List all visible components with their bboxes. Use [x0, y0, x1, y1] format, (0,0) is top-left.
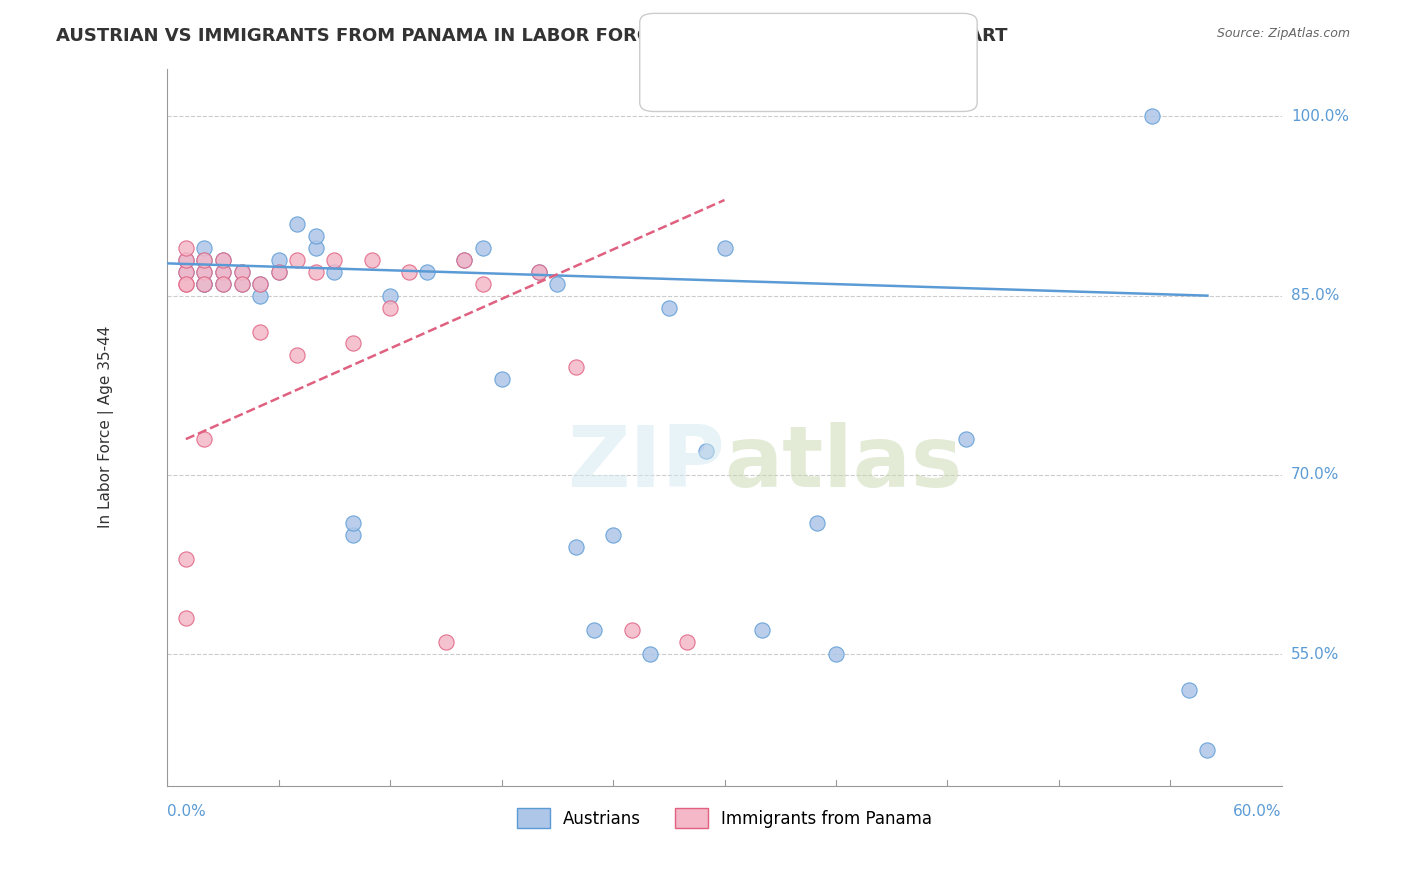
Text: R = -0.050   N = 43: R = -0.050 N = 43: [707, 38, 897, 56]
Point: [174, 265, 197, 279]
Point: [212, 277, 235, 291]
Point: [285, 252, 308, 267]
Point: [305, 241, 328, 255]
Point: [342, 527, 364, 541]
Point: [193, 277, 215, 291]
Text: atlas: atlas: [724, 422, 963, 505]
Point: [1197, 743, 1219, 757]
Point: [174, 252, 197, 267]
Point: [713, 241, 735, 255]
Text: 55.0%: 55.0%: [1291, 647, 1340, 662]
Text: 60.0%: 60.0%: [1233, 804, 1282, 819]
Point: [416, 265, 439, 279]
Point: [174, 611, 197, 625]
Point: [825, 648, 848, 662]
Point: [565, 360, 588, 375]
Point: [249, 288, 271, 302]
Point: [212, 265, 235, 279]
Point: [806, 516, 828, 530]
Point: [193, 252, 215, 267]
Point: [267, 265, 290, 279]
Point: [305, 228, 328, 243]
Point: [174, 551, 197, 566]
Point: [231, 265, 253, 279]
Point: [231, 277, 253, 291]
Point: [380, 301, 402, 315]
Point: [193, 277, 215, 291]
Point: [285, 348, 308, 362]
Text: R =  0.213   N = 34: R = 0.213 N = 34: [707, 76, 897, 94]
Point: [231, 265, 253, 279]
Point: [249, 277, 271, 291]
Point: [174, 252, 197, 267]
Text: 100.0%: 100.0%: [1291, 109, 1348, 124]
Point: [1178, 683, 1201, 698]
Text: ZIP: ZIP: [567, 422, 724, 505]
Point: [267, 265, 290, 279]
Point: [472, 277, 495, 291]
Point: [193, 432, 215, 446]
Point: [231, 277, 253, 291]
Point: [174, 277, 197, 291]
Point: [565, 540, 588, 554]
Point: [323, 265, 346, 279]
Point: [174, 277, 197, 291]
Point: [193, 277, 215, 291]
Point: [527, 265, 550, 279]
Point: [342, 516, 364, 530]
Point: [212, 265, 235, 279]
Point: [676, 635, 699, 649]
Point: [658, 301, 681, 315]
Point: [453, 252, 475, 267]
Point: [491, 372, 513, 386]
Point: [267, 252, 290, 267]
Point: [398, 265, 420, 279]
Point: [285, 217, 308, 231]
Point: [472, 241, 495, 255]
Point: [695, 444, 717, 458]
Point: [620, 624, 643, 638]
Point: [751, 624, 773, 638]
Text: AUSTRIAN VS IMMIGRANTS FROM PANAMA IN LABOR FORCE | AGE 35-44 CORRELATION CHART: AUSTRIAN VS IMMIGRANTS FROM PANAMA IN LA…: [56, 27, 1008, 45]
Point: [1140, 109, 1163, 123]
Text: In Labor Force | Age 35-44: In Labor Force | Age 35-44: [98, 326, 114, 528]
Point: [193, 241, 215, 255]
Point: [174, 241, 197, 255]
Point: [193, 252, 215, 267]
Legend: Austrians, Immigrants from Panama: Austrians, Immigrants from Panama: [510, 801, 939, 835]
Point: [434, 635, 457, 649]
Point: [305, 265, 328, 279]
Point: [249, 325, 271, 339]
Point: [638, 648, 661, 662]
Point: [453, 252, 475, 267]
Text: 85.0%: 85.0%: [1291, 288, 1340, 303]
Point: [360, 252, 382, 267]
Point: [602, 527, 624, 541]
Text: Source: ZipAtlas.com: Source: ZipAtlas.com: [1216, 27, 1350, 40]
Point: [527, 265, 550, 279]
Point: [342, 336, 364, 351]
Text: 0.0%: 0.0%: [167, 804, 207, 819]
Point: [212, 252, 235, 267]
Point: [212, 252, 235, 267]
Point: [583, 624, 606, 638]
Point: [174, 265, 197, 279]
Point: [955, 432, 977, 446]
Point: [380, 288, 402, 302]
Point: [249, 277, 271, 291]
Text: 70.0%: 70.0%: [1291, 467, 1340, 483]
Point: [193, 265, 215, 279]
Point: [193, 265, 215, 279]
Point: [546, 277, 568, 291]
Point: [212, 277, 235, 291]
Point: [323, 252, 346, 267]
